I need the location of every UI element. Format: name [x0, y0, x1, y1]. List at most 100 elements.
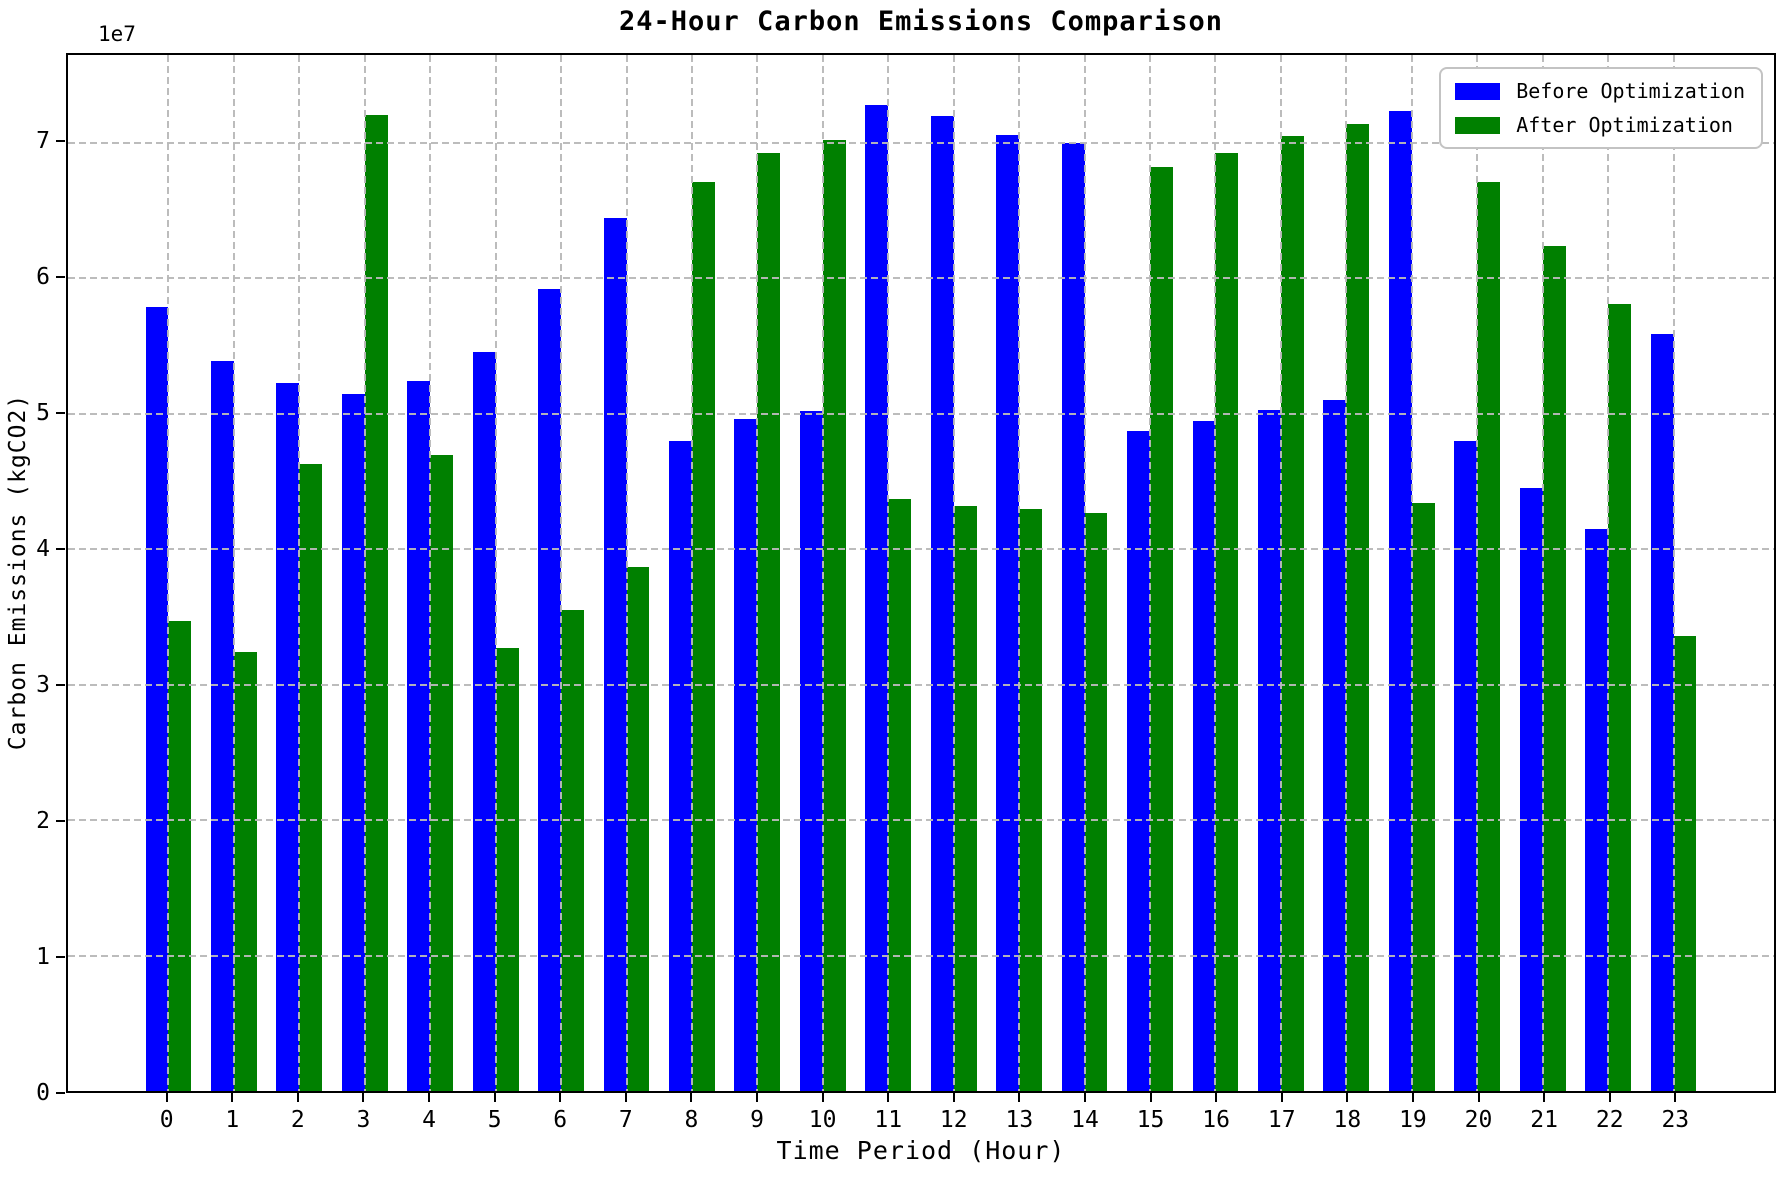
- x-tick-mark-21: [1543, 1093, 1546, 1102]
- x-tick-label-16: 16: [1202, 1107, 1230, 1133]
- x-tick-mark-23: [1674, 1093, 1677, 1102]
- x-tick-mark-0: [165, 1093, 168, 1102]
- bar-after-optimization-hour-6: [561, 610, 584, 1091]
- x-tick-label-8: 8: [684, 1107, 699, 1133]
- y-tick-mark-6: [56, 276, 65, 279]
- bar-before-optimization-hour-20: [1454, 440, 1478, 1091]
- bar-after-optimization-hour-23: [1673, 635, 1697, 1091]
- y-tick-label-1: 1: [36, 944, 50, 971]
- bar-before-optimization-hour-15: [1127, 431, 1151, 1091]
- legend-item-after-optimization: After Optimization: [1455, 113, 1745, 137]
- y-tick-label-3: 3: [36, 672, 50, 699]
- bar-after-optimization-hour-16: [1215, 152, 1239, 1091]
- bar-before-optimization-hour-9: [734, 419, 758, 1091]
- y-tick-label-7: 7: [36, 128, 50, 155]
- x-tick-label-20: 20: [1464, 1107, 1493, 1133]
- x-tick-mark-17: [1280, 1093, 1283, 1102]
- y-tick-mark-1: [56, 956, 65, 959]
- bar-after-optimization-hour-0: [168, 621, 192, 1091]
- bar-after-optimization-hour-18: [1346, 124, 1370, 1091]
- bar-after-optimization-hour-7: [626, 566, 650, 1091]
- x-tick-label-5: 5: [487, 1107, 502, 1133]
- x-tick-mark-4: [428, 1093, 431, 1102]
- bar-before-optimization-hour-6: [538, 289, 562, 1091]
- legend-swatch-icon: [1455, 82, 1501, 100]
- y-tick-label-5: 5: [36, 400, 50, 427]
- x-tick-label-6: 6: [553, 1107, 568, 1133]
- bar-after-optimization-hour-10: [822, 140, 846, 1091]
- x-tick-label-15: 15: [1136, 1107, 1165, 1133]
- bar-after-optimization-hour-14: [1084, 512, 1108, 1091]
- y-axis-offset-label: 1e7: [98, 22, 136, 46]
- bar-after-optimization-hour-4: [430, 454, 454, 1091]
- x-tick-label-18: 18: [1333, 1107, 1362, 1133]
- bar-before-optimization-hour-17: [1258, 409, 1281, 1091]
- x-tick-mark-15: [1149, 1093, 1152, 1102]
- bar-before-optimization-hour-8: [669, 440, 692, 1091]
- bar-before-optimization-hour-19: [1388, 110, 1412, 1091]
- y-tick-mark-0: [56, 1092, 65, 1094]
- y-tick-label-4: 4: [36, 536, 50, 563]
- bar-after-optimization-hour-8: [691, 182, 715, 1091]
- x-tick-mark-19: [1411, 1093, 1414, 1102]
- x-tick-mark-22: [1608, 1093, 1611, 1102]
- x-tick-mark-2: [296, 1093, 299, 1102]
- bar-before-optimization-hour-21: [1519, 488, 1543, 1091]
- bar-before-optimization-hour-10: [799, 411, 823, 1091]
- x-tick-label-17: 17: [1267, 1107, 1296, 1133]
- x-tick-label-11: 11: [874, 1107, 903, 1133]
- bar-before-optimization-hour-7: [603, 217, 627, 1091]
- bar-after-optimization-hour-12: [953, 505, 977, 1091]
- x-axis-title: Time Period (Hour): [776, 1136, 1066, 1165]
- x-tick-label-22: 22: [1595, 1107, 1624, 1133]
- x-tick-mark-11: [887, 1093, 890, 1102]
- bar-before-optimization-hour-18: [1323, 400, 1347, 1091]
- bar-after-optimization-hour-15: [1150, 167, 1173, 1091]
- bar-after-optimization-hour-19: [1411, 503, 1435, 1091]
- y-tick-mark-3: [56, 684, 65, 687]
- legend-swatch-icon: [1455, 116, 1501, 134]
- gridline-horizontal-4: [68, 548, 1774, 551]
- x-tick-mark-14: [1083, 1093, 1086, 1102]
- y-tick-mark-4: [56, 548, 65, 551]
- bar-after-optimization-hour-1: [233, 652, 257, 1091]
- bar-after-optimization-hour-22: [1608, 304, 1631, 1091]
- legend-item-before-optimization: Before Optimization: [1455, 79, 1745, 103]
- x-tick-label-7: 7: [618, 1107, 633, 1133]
- gridline-horizontal-2: [68, 819, 1774, 822]
- x-tick-label-2: 2: [290, 1107, 305, 1133]
- gridline-horizontal-1: [68, 954, 1774, 957]
- x-tick-mark-1: [231, 1093, 234, 1102]
- x-tick-mark-10: [821, 1093, 824, 1102]
- bar-before-optimization-hour-3: [341, 393, 365, 1091]
- legend-label: After Optimization: [1516, 113, 1733, 137]
- x-tick-label-10: 10: [808, 1107, 837, 1133]
- bar-after-optimization-hour-2: [299, 463, 323, 1091]
- x-tick-label-1: 1: [225, 1107, 240, 1133]
- bar-before-optimization-hour-4: [407, 381, 431, 1091]
- chart-title: 24-Hour Carbon Emissions Comparison: [619, 6, 1223, 37]
- x-tick-label-3: 3: [356, 1107, 371, 1133]
- bar-before-optimization-hour-13: [996, 134, 1020, 1091]
- y-tick-mark-7: [56, 140, 65, 143]
- bar-before-optimization-hour-22: [1585, 529, 1609, 1091]
- x-tick-mark-7: [624, 1093, 627, 1102]
- legend-label: Before Optimization: [1516, 79, 1745, 103]
- x-tick-label-9: 9: [750, 1107, 764, 1133]
- bar-after-optimization-hour-13: [1019, 508, 1043, 1091]
- y-tick-label-0: 0: [36, 1080, 50, 1106]
- x-tick-label-23: 23: [1661, 1107, 1690, 1133]
- y-tick-label-2: 2: [36, 808, 50, 835]
- bar-after-optimization-hour-5: [495, 648, 519, 1091]
- x-tick-label-13: 13: [1005, 1107, 1034, 1133]
- bar-after-optimization-hour-20: [1477, 182, 1501, 1091]
- x-tick-label-12: 12: [939, 1107, 968, 1133]
- x-tick-label-0: 0: [159, 1107, 174, 1133]
- x-tick-mark-12: [952, 1093, 955, 1102]
- x-tick-mark-8: [690, 1093, 693, 1102]
- x-tick-label-4: 4: [422, 1107, 436, 1133]
- bar-before-optimization-hour-16: [1192, 420, 1216, 1091]
- legend: Before Optimization After Optimization: [1439, 67, 1763, 149]
- x-tick-label-21: 21: [1530, 1107, 1558, 1133]
